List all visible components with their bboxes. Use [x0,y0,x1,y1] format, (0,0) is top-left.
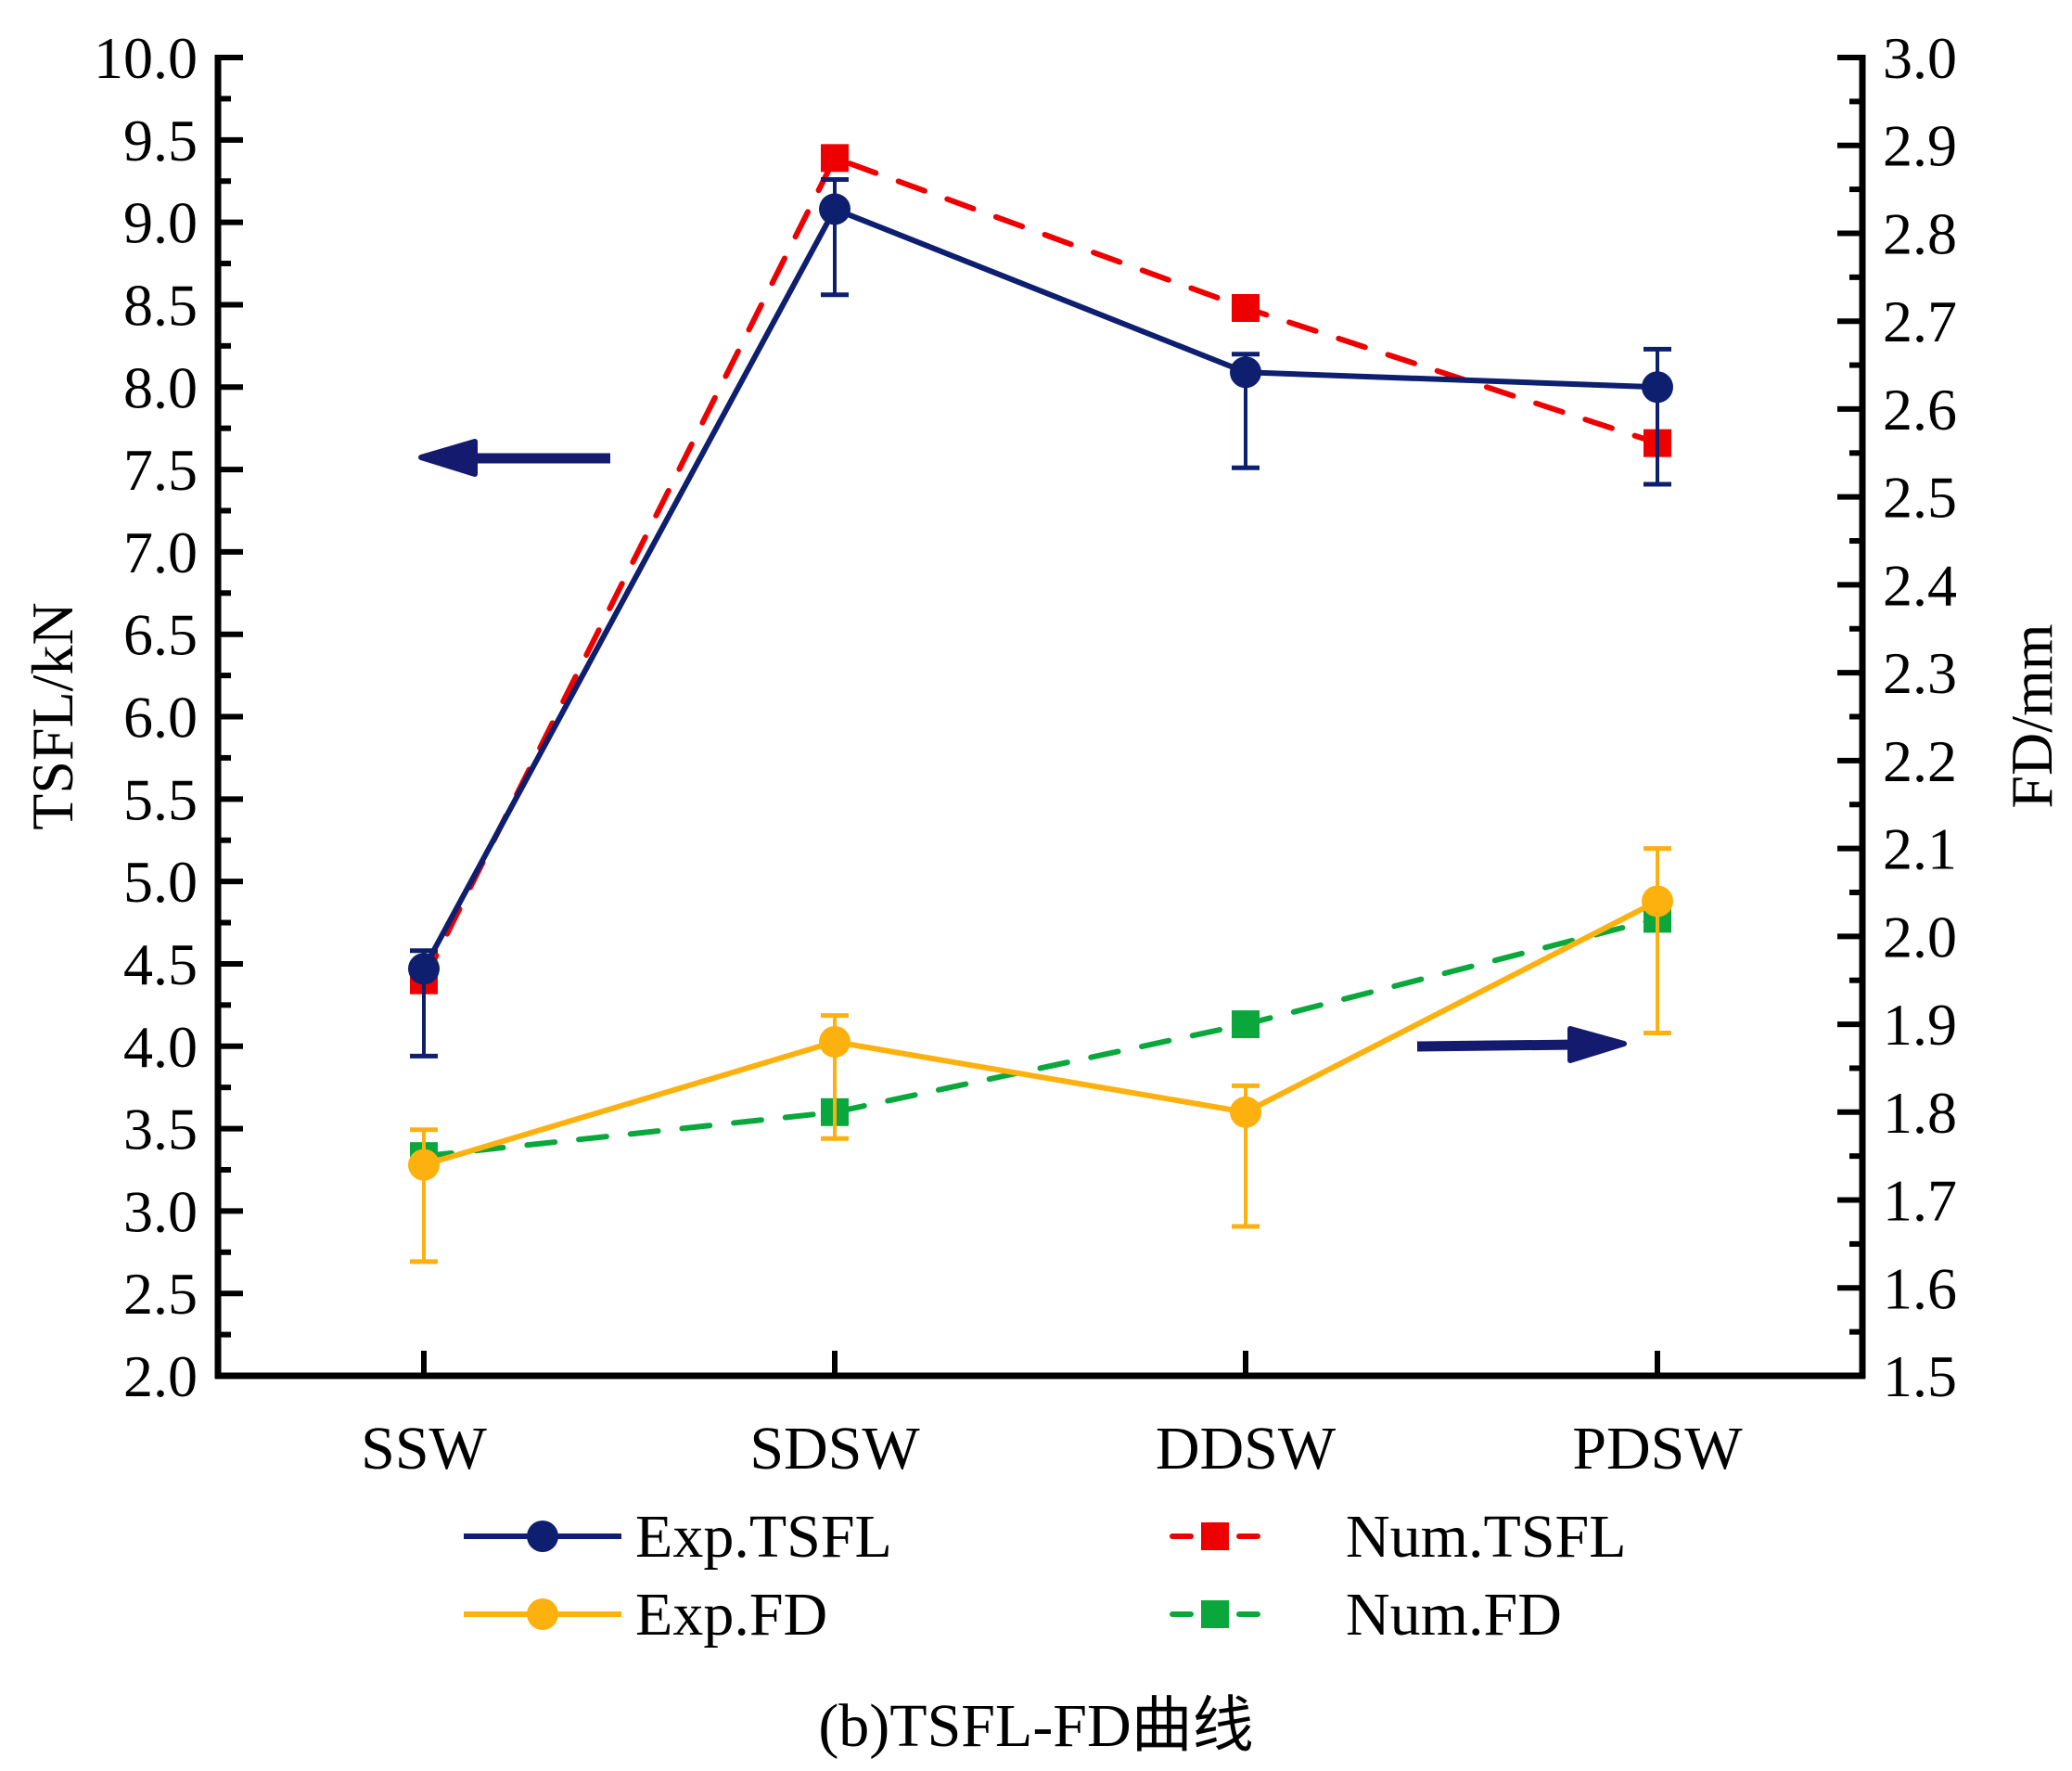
data-point [408,1149,440,1181]
legend-swatch-marker [1201,1522,1229,1550]
right-tick-label: 2.5 [1883,465,1957,531]
left-axis-title: TSFL/kN [19,602,85,829]
data-point [821,144,849,173]
data-point [819,193,851,225]
axis-indicator-arrows [418,439,1627,1063]
data-point [819,1026,851,1059]
right-tick-label: 2.6 [1883,377,1957,443]
right-tick-label: 2.2 [1883,728,1957,794]
x-tick-label: DDSW [1156,1415,1337,1482]
left-tick-label: 8.0 [123,354,198,420]
left-tick-label: 5.5 [123,766,198,832]
right-tick-label: 1.6 [1883,1255,1957,1321]
series-line [421,206,1660,972]
left-arrow-icon [418,439,610,477]
legend-item-exp-tsfl: Exp.TSFL [464,1503,892,1571]
left-tick-label: 9.5 [123,108,198,173]
left-tick-label: 3.0 [123,1178,198,1244]
x-axis-ticks: SSW SDSW DDSW PDSW [361,1351,1743,1482]
legend-label: Num.FD [1346,1581,1562,1649]
legend-item-exp-fd: Exp.FD [464,1581,827,1649]
right-tick-label: 2.3 [1883,640,1957,706]
left-tick-label: 8.5 [123,272,198,338]
x-tick-label: SDSW [749,1415,920,1482]
legend-item-num-tsfl: Num.TSFL [1170,1503,1627,1571]
left-tick-label: 9.0 [123,190,198,256]
left-tick-label: 7.5 [123,437,198,503]
x-tick-label: SSW [361,1415,487,1482]
series-num-tsfl [410,144,1671,995]
left-axis-ticks: 2.0 2.5 3.0 3.5 4.0 4.5 5.0 5.5 6.0 6.5 7.0 7.5 8.0 8… [94,25,243,1409]
series-num-fd [410,905,1671,1171]
data-point [408,953,440,985]
left-tick-label: 2.0 [123,1343,198,1409]
right-tick-label: 1.7 [1883,1168,1957,1234]
right-arrow-icon [1416,1026,1627,1063]
right-tick-label: 2.7 [1883,289,1957,354]
data-point [1230,356,1261,389]
legend-label: Exp.TSFL [635,1503,892,1571]
right-axis-title: FD/mm [1999,623,2065,808]
series-line [421,916,1660,1160]
series-line [421,898,1660,1168]
left-tick-label: 6.5 [123,602,198,668]
right-tick-label: 2.0 [1883,904,1957,969]
data-point [1232,293,1260,322]
right-tick-label: 2.4 [1883,552,1957,618]
figure-caption: (b)TSFL-FD曲线 [818,1692,1253,1760]
right-tick-label: 1.5 [1883,1343,1957,1409]
data-point [1642,885,1673,918]
legend-item-num-fd: Num.FD [1170,1581,1562,1649]
right-tick-label: 3.0 [1883,25,1957,91]
left-tick-label: 10.0 [94,25,198,91]
legend-label: Exp.FD [635,1581,827,1649]
legend: Exp.TSFL Num.TSFL Exp.FD Num.FD [464,1503,1627,1649]
right-tick-label: 1.9 [1883,992,1957,1058]
series-exp-fd [408,846,1673,1264]
series-exp-tsfl [408,176,1673,1059]
right-tick-label: 2.8 [1883,200,1957,266]
left-tick-label: 5.0 [123,849,198,915]
legend-swatch-marker [527,1598,558,1630]
right-axis-ticks: 1.5 1.6 1.7 1.8 1.9 2.0 2.1 2.2 2.3 2.4 2.5 2.6 2.7 2… [1837,25,1957,1409]
left-tick-label: 4.5 [123,931,198,997]
legend-swatch-marker [1201,1600,1229,1628]
left-tick-label: 3.5 [123,1097,198,1162]
left-tick-label: 4.0 [123,1014,198,1080]
legend-swatch-marker [527,1521,558,1552]
legend-label: Num.TSFL [1346,1503,1627,1571]
right-tick-label: 2.9 [1883,113,1957,179]
axes [214,55,1866,1380]
data-point [1230,1096,1261,1128]
left-tick-label: 7.0 [123,520,198,585]
left-tick-label: 2.5 [123,1261,198,1327]
data-point [1642,371,1673,404]
series-layer [408,144,1673,1264]
right-tick-label: 1.8 [1883,1080,1957,1146]
x-tick-label: PDSW [1572,1415,1743,1482]
series-line [421,155,1660,983]
right-tick-label: 2.1 [1883,816,1957,882]
left-tick-label: 6.0 [123,685,198,751]
data-point [1232,1010,1260,1039]
